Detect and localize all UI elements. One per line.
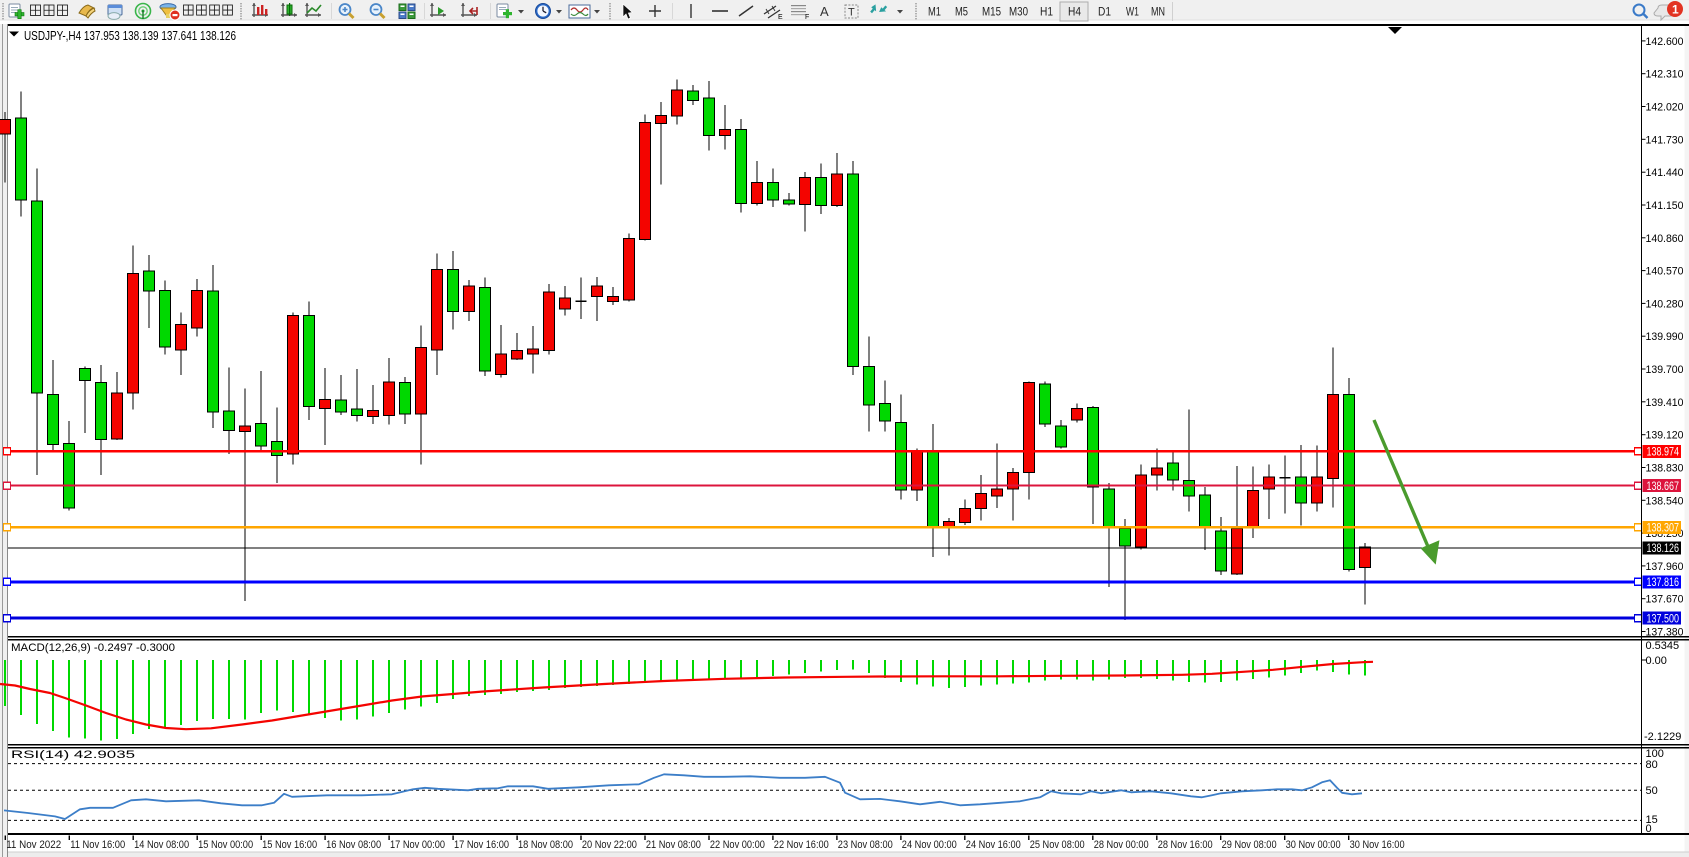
svg-text:137.960: 137.960 [1646,561,1684,573]
svg-text:0.5345: 0.5345 [1646,640,1680,652]
svg-text:24 Nov 16:00: 24 Nov 16:00 [966,839,1021,851]
svg-text:20 Nov 22:00: 20 Nov 22:00 [582,839,637,851]
svg-text:100: 100 [1646,748,1664,760]
svg-text:138.307: 138.307 [1647,521,1680,535]
svg-text:80: 80 [1646,759,1658,771]
svg-text:21 Nov 08:00: 21 Nov 08:00 [646,839,701,851]
svg-text:15 Nov 16:00: 15 Nov 16:00 [262,839,317,851]
svg-text:29 Nov 08:00: 29 Nov 08:00 [1222,839,1277,851]
svg-text:23 Nov 08:00: 23 Nov 08:00 [838,839,893,851]
svg-text:T: T [848,7,855,19]
svg-text:30 Nov 16:00: 30 Nov 16:00 [1350,839,1405,851]
svg-text:14 Nov 08:00: 14 Nov 08:00 [134,839,189,851]
svg-text:142.020: 142.020 [1646,102,1684,114]
svg-text:RSI(14) 42.9035: RSI(14) 42.9035 [11,749,135,761]
svg-text:141.150: 141.150 [1646,200,1684,212]
svg-text:17 Nov 16:00: 17 Nov 16:00 [454,839,509,851]
svg-text:15 Nov 00:00: 15 Nov 00:00 [198,839,253,851]
svg-text:138.830: 138.830 [1646,463,1684,475]
svg-text:30 Nov 00:00: 30 Nov 00:00 [1286,839,1341,851]
svg-text:50: 50 [1646,785,1658,797]
svg-text:W1: W1 [1126,7,1139,19]
svg-text:141.730: 141.730 [1646,134,1684,146]
svg-text:142.310: 142.310 [1646,69,1684,81]
svg-text:MN: MN [1151,7,1165,19]
svg-text:139.990: 139.990 [1646,331,1684,343]
svg-text:137.380: 137.380 [1646,627,1684,639]
svg-text:E: E [778,14,783,21]
svg-text:M30: M30 [1009,7,1028,19]
svg-text:USDJPY-,H4 137.953 138.139 13: USDJPY-,H4 137.953 138.139 137.641 138.1… [24,28,236,43]
svg-text:A: A [820,4,829,19]
svg-text:28 Nov 16:00: 28 Nov 16:00 [1158,839,1213,851]
svg-text:0.00: 0.00 [1646,655,1667,667]
svg-text:141.440: 141.440 [1646,167,1684,179]
svg-text:H4: H4 [1068,7,1082,19]
svg-text:15: 15 [1646,814,1658,826]
svg-text:MACD(12,26,9) -0.2497 -0.3000: MACD(12,26,9) -0.2497 -0.3000 [11,642,175,654]
svg-text:H1: H1 [1040,7,1053,19]
svg-text:1: 1 [1672,3,1679,17]
svg-text:D1: D1 [1098,7,1111,19]
svg-text:140.280: 140.280 [1646,298,1684,310]
svg-text:140.570: 140.570 [1646,266,1684,278]
svg-text:138.974: 138.974 [1647,445,1680,459]
svg-text:28 Nov 00:00: 28 Nov 00:00 [1094,839,1149,851]
svg-text:24 Nov 00:00: 24 Nov 00:00 [902,839,957,851]
svg-text:138.126: 138.126 [1647,541,1680,555]
svg-text:139.120: 139.120 [1646,430,1684,442]
svg-text:137.816: 137.816 [1647,575,1680,589]
svg-text:139.700: 139.700 [1646,364,1684,376]
svg-text:M1: M1 [928,7,941,19]
svg-text:-2.1229: -2.1229 [1644,731,1681,743]
svg-text:138.667: 138.667 [1647,479,1680,493]
svg-text:25 Nov 08:00: 25 Nov 08:00 [1030,839,1085,851]
svg-text:142.600: 142.600 [1646,36,1684,48]
svg-text:140.860: 140.860 [1646,233,1684,245]
svg-text:F: F [805,14,809,21]
svg-text:M15: M15 [982,7,1001,19]
svg-text:22 Nov 00:00: 22 Nov 00:00 [710,839,765,851]
svg-text:16 Nov 08:00: 16 Nov 08:00 [326,839,381,851]
svg-text:138.540: 138.540 [1646,495,1684,507]
svg-text:0: 0 [1646,823,1652,835]
svg-text:11 Nov 2022: 11 Nov 2022 [6,839,61,851]
svg-text:137.500: 137.500 [1647,611,1680,625]
svg-text:137.670: 137.670 [1646,594,1684,606]
svg-text:11 Nov 16:00: 11 Nov 16:00 [70,839,125,851]
svg-text:M5: M5 [955,7,968,19]
svg-text:22 Nov 16:00: 22 Nov 16:00 [774,839,829,851]
svg-text:17 Nov 00:00: 17 Nov 00:00 [390,839,445,851]
svg-text:139.410: 139.410 [1646,397,1684,409]
svg-text:18 Nov 08:00: 18 Nov 08:00 [518,839,573,851]
